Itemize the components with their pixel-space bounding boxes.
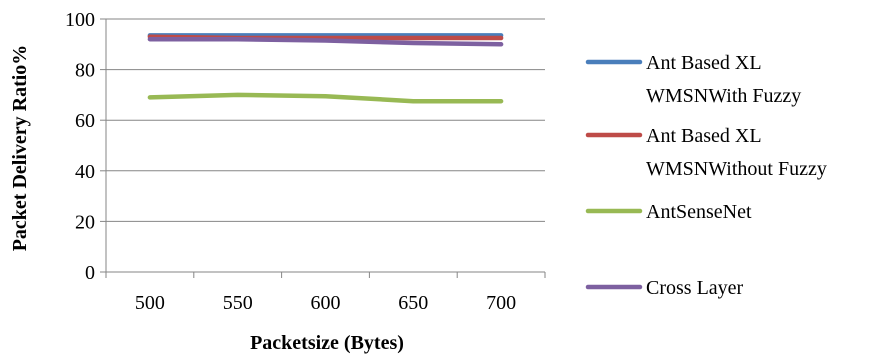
y-tick-label: 40 xyxy=(75,161,95,183)
gridlines xyxy=(106,18,545,222)
x-tick-label: 550 xyxy=(223,292,253,314)
x-tick-label: 500 xyxy=(135,292,165,314)
y-tick-label: 80 xyxy=(75,60,95,82)
legend-label-2: WMSNWithout Fuzzy xyxy=(646,158,827,180)
legend-label-1: Ant Based XL xyxy=(646,52,762,74)
legend-label-1: WMSNWith Fuzzy xyxy=(646,85,801,107)
y-tick-labels: 0 20 40 60 80 100 xyxy=(65,9,95,284)
axes xyxy=(100,18,546,278)
x-tick-label: 600 xyxy=(311,292,341,314)
x-tick-label: 700 xyxy=(486,292,516,314)
x-tick-labels: 500 550 600 650 700 xyxy=(135,292,516,314)
y-tick-label: 100 xyxy=(65,9,95,31)
legend-label-2: Ant Based XL xyxy=(646,125,762,147)
legend-label-4: Cross Layer xyxy=(646,277,744,299)
legend: Ant Based XL WMSNWith Fuzzy Ant Based XL WM… xyxy=(585,52,827,299)
y-axis-title: Packet Delivery Ratio% xyxy=(9,45,31,252)
y-tick-label: 0 xyxy=(85,262,95,284)
legend-label-3: AntSenseNet xyxy=(646,201,752,223)
x-tick-label: 650 xyxy=(398,292,428,314)
series-line-3 xyxy=(147,92,504,104)
series-line-4 xyxy=(147,36,504,47)
series-lines xyxy=(147,33,504,104)
y-tick-label: 60 xyxy=(75,110,95,132)
x-axis-title: Packetsize (Bytes) xyxy=(250,332,404,354)
y-tick-label: 20 xyxy=(75,211,95,233)
